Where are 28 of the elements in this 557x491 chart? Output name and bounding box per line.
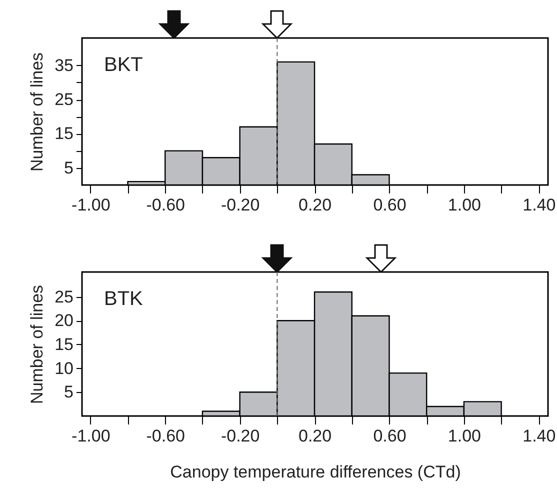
y-tick-label: 20	[54, 311, 74, 330]
text: BTK	[104, 288, 144, 310]
x-tick-label: 1.00	[448, 426, 481, 446]
y-axis-title: Number of lines	[28, 284, 47, 404]
y-tick-label: 35	[54, 56, 74, 75]
y-tick-label: 15	[54, 124, 74, 144]
y-tick-label: 5	[64, 382, 74, 402]
y-tick-label: 5	[64, 158, 74, 178]
y-tick-label: 10	[54, 358, 74, 378]
x-tick-label: 1.40	[522, 196, 556, 214]
x-tick-label: -0.60	[146, 196, 185, 214]
x-tick-label: -0.60	[146, 426, 185, 446]
x-tick-label: 0.20	[298, 426, 332, 446]
x-tick-label: -0.20	[220, 196, 260, 214]
x-tick-label: 0.60	[373, 426, 406, 446]
x-tick-label: 1.00	[448, 196, 481, 214]
x-tick-label: 0.60	[373, 196, 406, 214]
x-axis-title: Canopy temperature differences (CTd)	[170, 462, 461, 482]
x-tick-label: -0.20	[220, 426, 260, 446]
x-tick-label: 0.20	[298, 196, 332, 214]
y-tick-label: 15	[54, 334, 74, 354]
x-tick-label: 1.40	[522, 426, 556, 446]
y-tick-label: 25	[54, 90, 74, 110]
x-tick-label: -1.00	[72, 196, 110, 214]
x-tick-label: -1.00	[72, 426, 110, 446]
text: BKT	[104, 54, 143, 76]
y-tick-label: 25	[54, 287, 74, 306]
y-axis-title: Number of lines	[28, 52, 47, 172]
